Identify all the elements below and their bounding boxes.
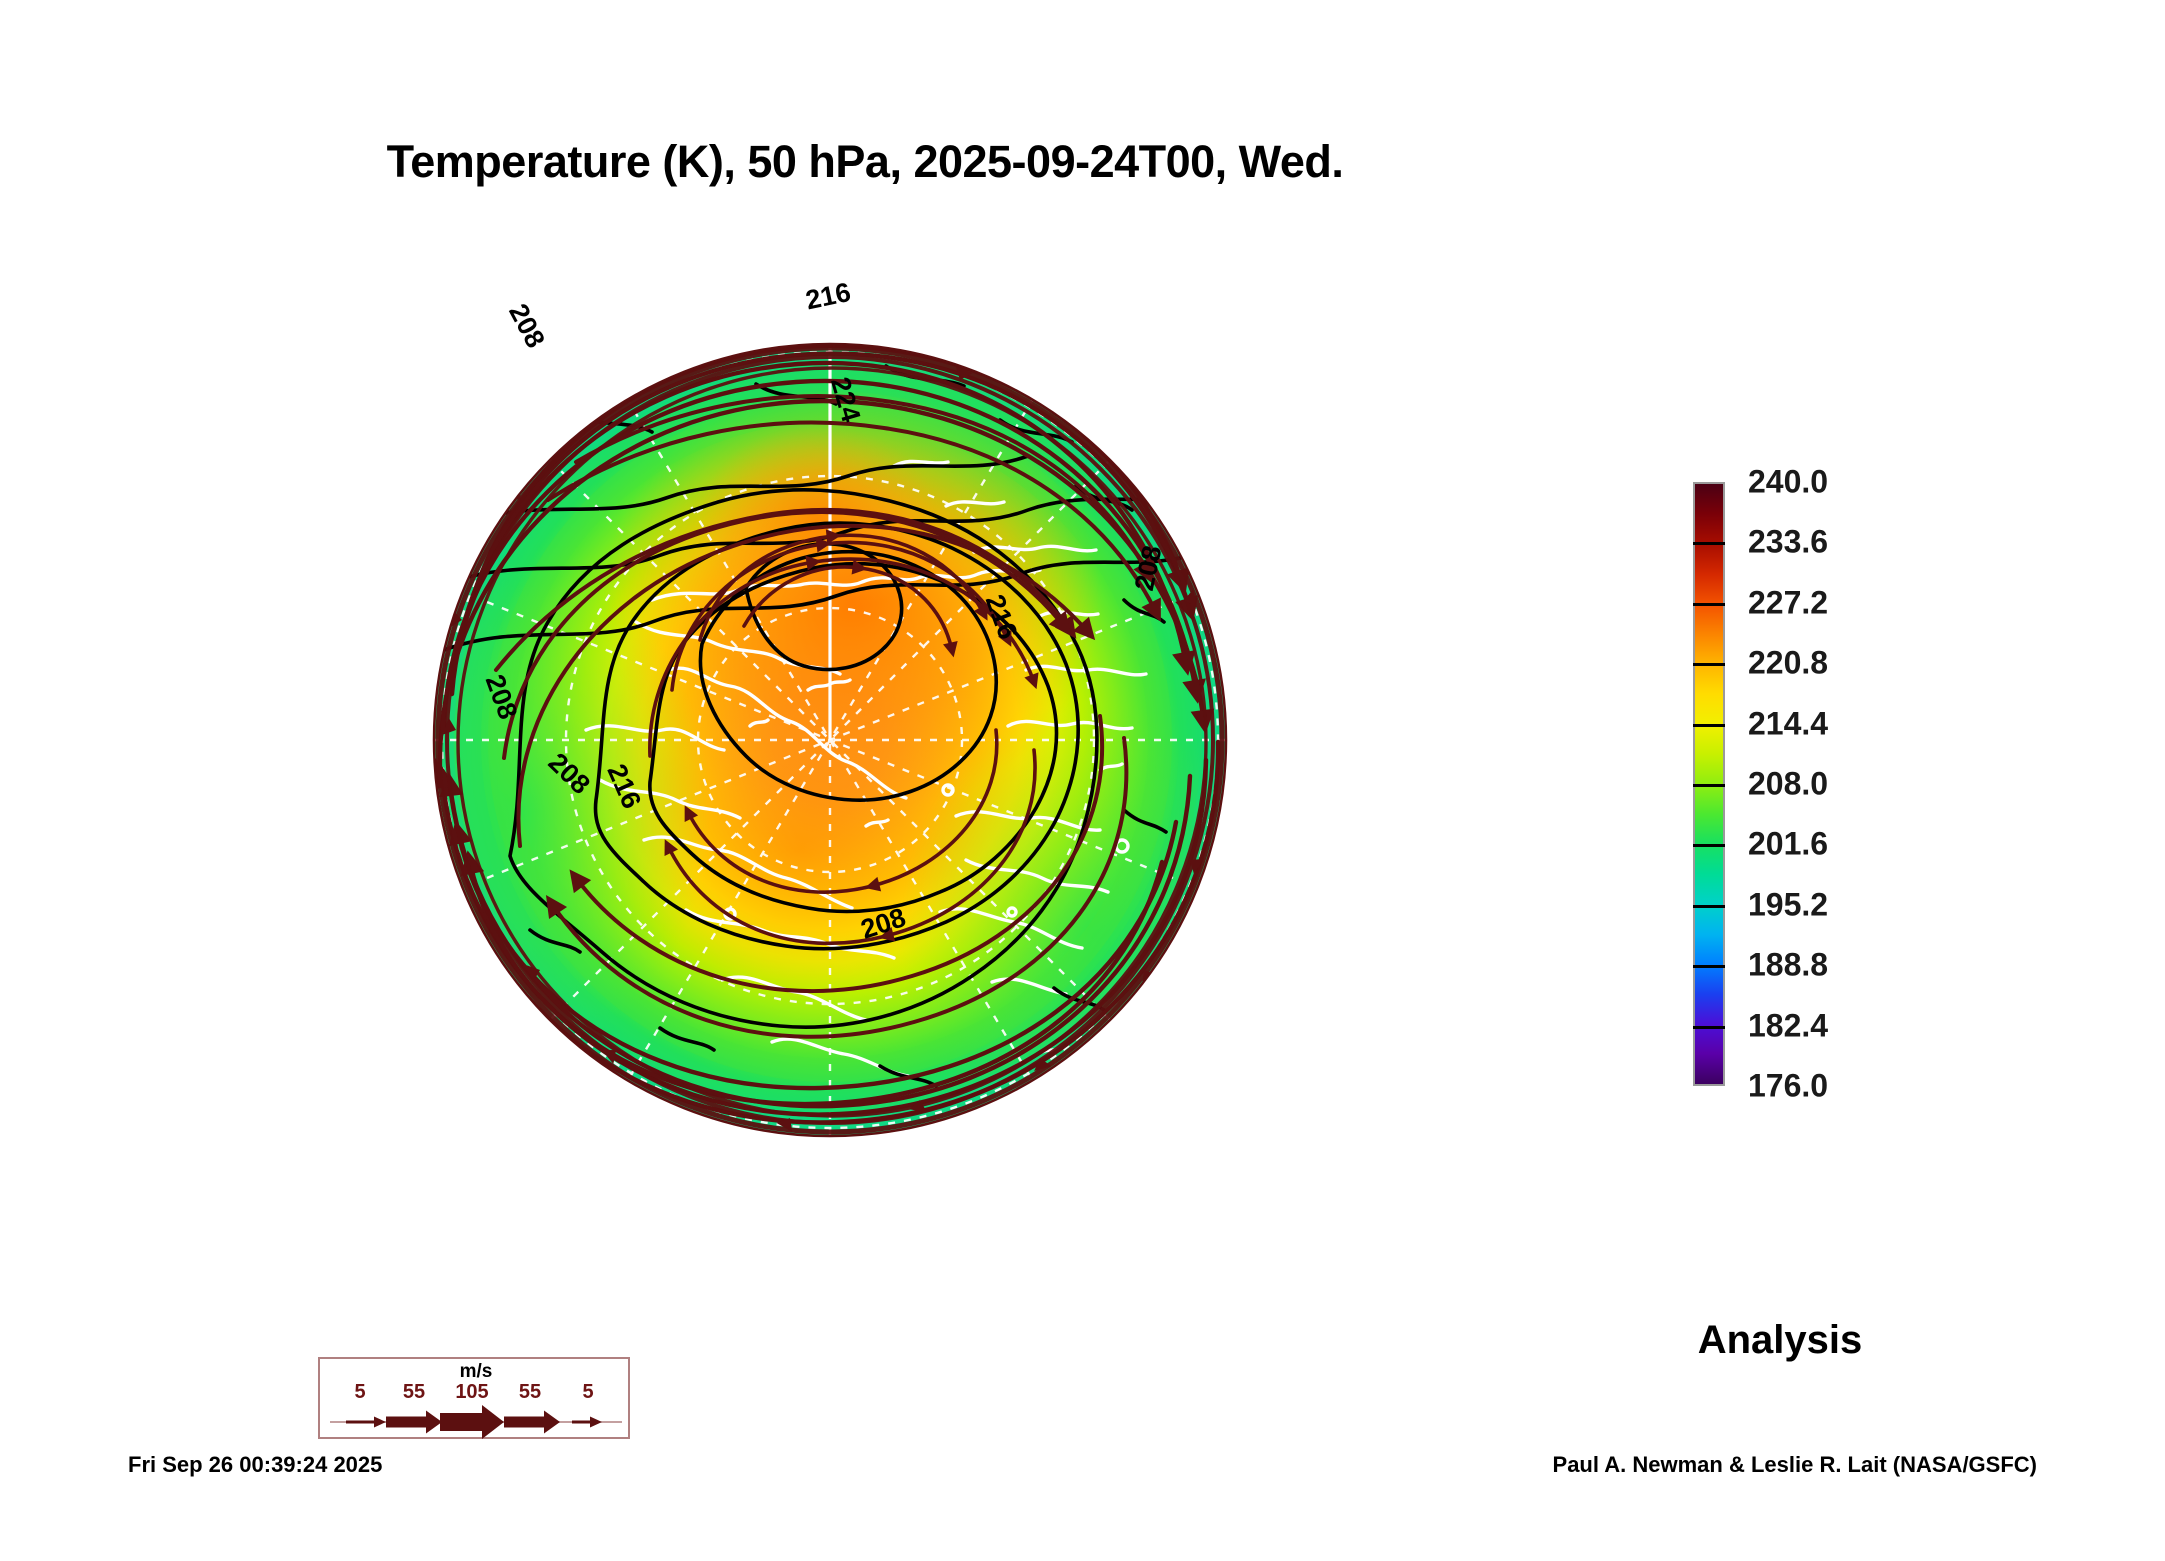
colorbar-tick-mark bbox=[1693, 784, 1725, 787]
wind-arrow-glyphs bbox=[330, 1405, 622, 1439]
colorbar-tick-mark bbox=[1693, 542, 1725, 546]
colorbar-tick-label: 208.0 bbox=[1748, 765, 1829, 802]
colorbar-tick-label: 233.6 bbox=[1748, 523, 1829, 560]
colorbar-tick-label: 220.8 bbox=[1748, 644, 1829, 681]
colorbar-tick-label: 201.6 bbox=[1748, 825, 1829, 862]
author-credit: Paul A. Newman & Leslie R. Lait (NASA/GS… bbox=[1552, 1452, 2037, 1477]
colorbar-tick-label: 195.2 bbox=[1748, 886, 1829, 923]
colorbar-tick-label: 182.4 bbox=[1748, 1007, 1829, 1044]
colorbar-tick-label: 240.0 bbox=[1748, 463, 1829, 500]
map-panel[interactable]: 208 216 224 208 216 216 208 208 208 bbox=[400, 170, 1260, 1310]
wind-tick-label: 5 bbox=[582, 1381, 594, 1403]
colorbar-tick-mark bbox=[1693, 844, 1725, 848]
contour-224 bbox=[698, 549, 999, 802]
contour-label: 216 bbox=[803, 277, 853, 316]
wind-tick-label: 55 bbox=[402, 1381, 426, 1403]
polar-stereographic-map[interactable]: 208 216 224 208 216 216 208 208 208 bbox=[400, 170, 1260, 1310]
colorbar-tick-label: 214.4 bbox=[1748, 705, 1829, 742]
colorbar-tick-mark bbox=[1693, 904, 1725, 908]
colorbar-tick-mark bbox=[1693, 663, 1725, 667]
contour-208 bbox=[508, 488, 1099, 1029]
colorbar-tick-label: 227.2 bbox=[1748, 584, 1829, 621]
colorbar-tick-mark bbox=[1693, 1025, 1725, 1029]
globe-outline bbox=[432, 342, 1228, 1138]
analysis-label: Analysis bbox=[1697, 1318, 1863, 1362]
render-timestamp: Fri Sep 26 00:39:24 2025 bbox=[128, 1452, 383, 1477]
colorbar-tick-mark bbox=[1693, 723, 1725, 727]
colorbar-tick-mark bbox=[1693, 965, 1725, 969]
wind-tick-label: 55 bbox=[518, 1381, 542, 1403]
contour-label: 208 bbox=[503, 299, 551, 353]
wind-units-label: m/s bbox=[459, 1361, 493, 1382]
wind-tick-label: 105 bbox=[455, 1381, 489, 1403]
wind-tick-label: 5 bbox=[354, 1381, 366, 1403]
colorbar[interactable]: 240.0 233.6 227.2 220.8 214.4 208.0 201.6 195.2… bbox=[1690, 464, 1990, 1110]
wind-speed-legend[interactable]: m/s 5 55 105 55 5 bbox=[318, 1357, 630, 1439]
colorbar-tick-mark bbox=[1693, 602, 1725, 606]
colorbar-tick-label: 188.8 bbox=[1748, 946, 1829, 983]
colorbar-tick-label: 176.0 bbox=[1748, 1067, 1829, 1104]
page-title: Temperature (K), 50 hPa, 2025-09-24T00, … bbox=[386, 136, 1344, 187]
